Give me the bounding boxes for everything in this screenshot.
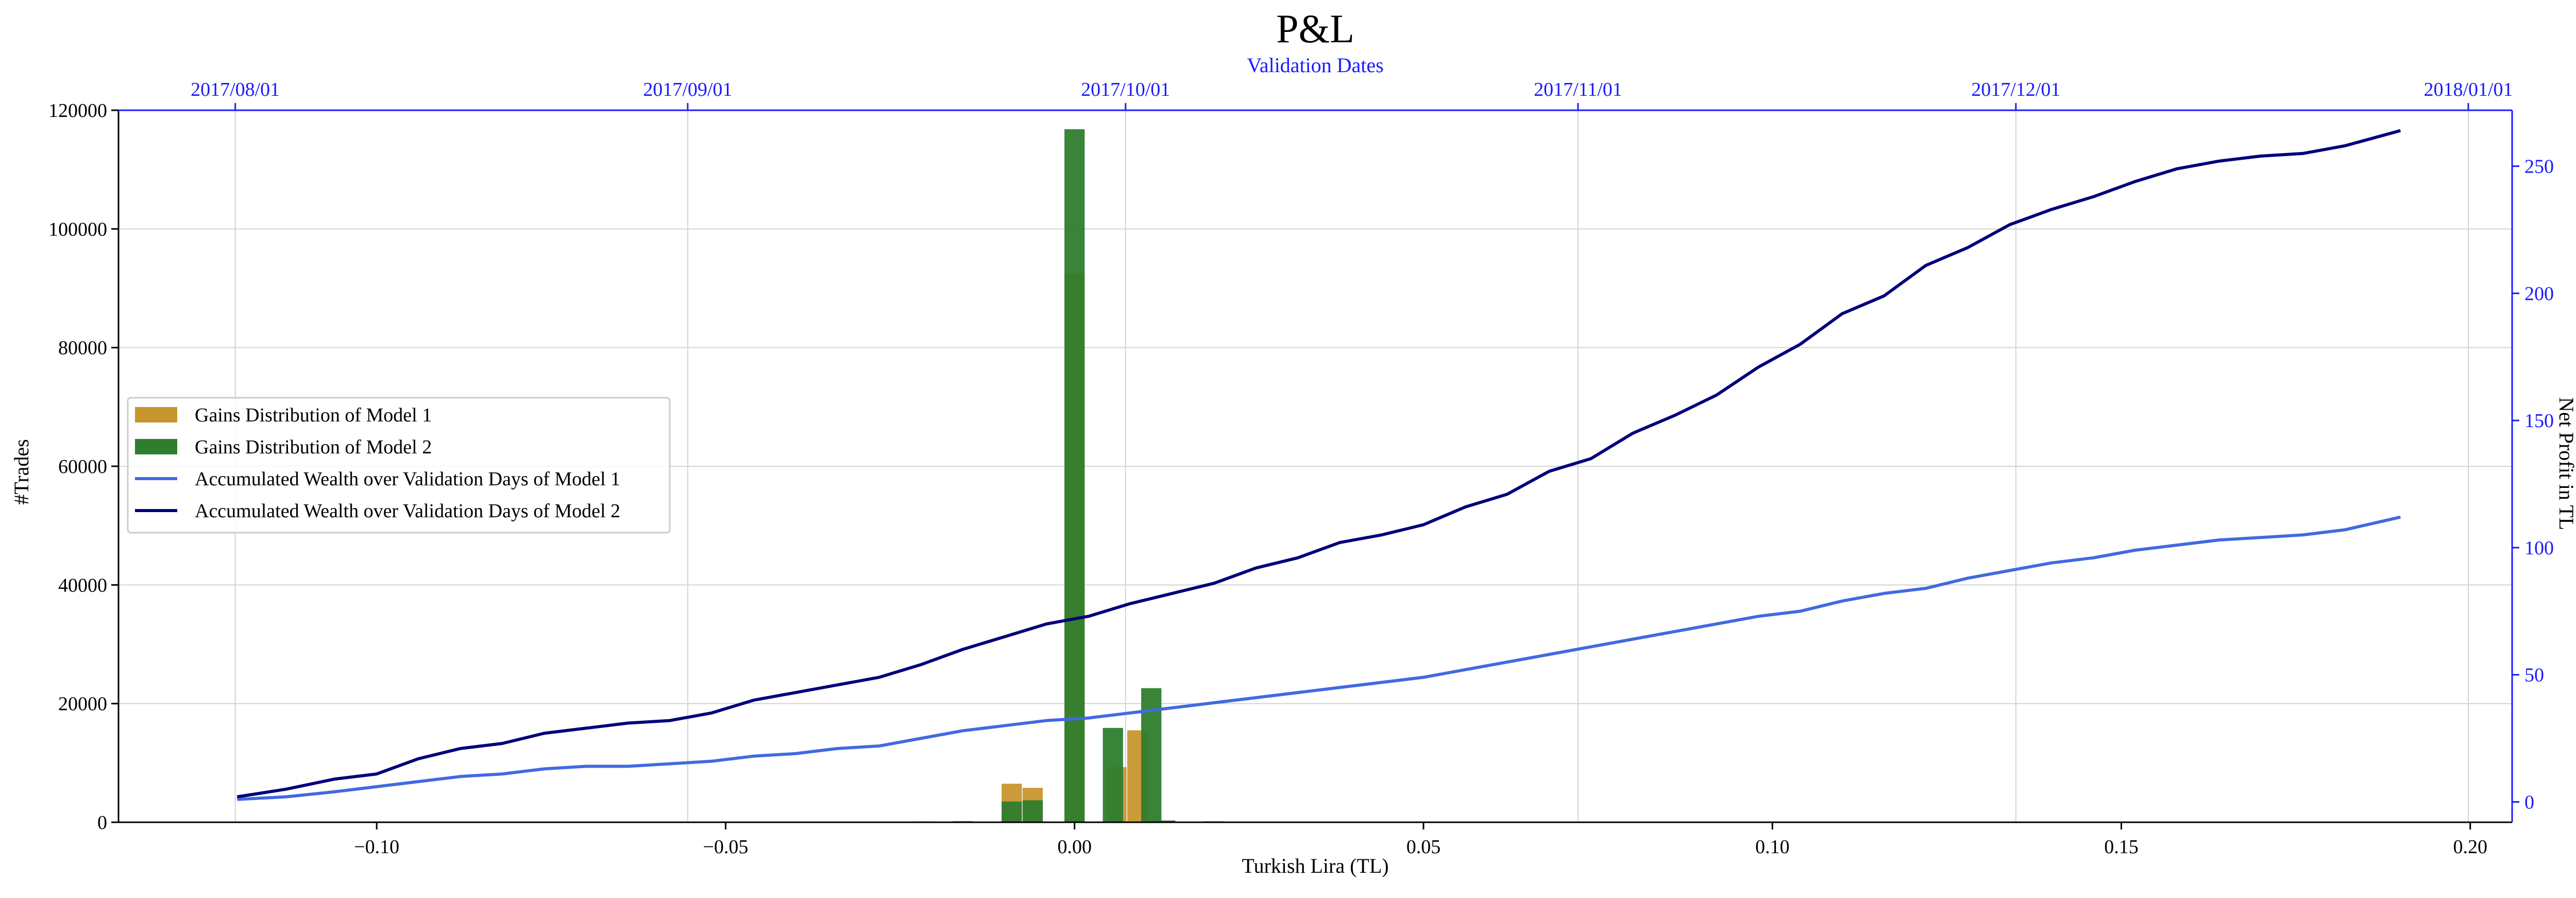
x-tick-label: 0.20 xyxy=(2453,836,2487,858)
legend: Gains Distribution of Model 1 Gains Dist… xyxy=(127,397,671,534)
legend-swatch-model-2-gains xyxy=(135,439,177,454)
top-tick-label: 2017/10/01 xyxy=(1081,79,1170,100)
line-wealth-model-1 xyxy=(237,515,2401,801)
y2-tick-label: 100 xyxy=(2524,537,2554,559)
x-tick-label: 0.10 xyxy=(1755,836,1790,858)
y2-tick-label: 0 xyxy=(2524,792,2534,814)
y2-axis-title: Net Profit in TL xyxy=(2555,397,2576,530)
top-tick-label: 2017/12/01 xyxy=(1971,79,2060,100)
y-tick-label: 20000 xyxy=(58,693,107,715)
legend-label-model-2-wealth: Accumulated Wealth over Validation Days … xyxy=(195,500,620,522)
x-tick-label: −0.10 xyxy=(354,836,399,858)
x-tick-label: 0.15 xyxy=(2104,836,2139,858)
y2-tick-label: 200 xyxy=(2524,283,2554,304)
x-tick-label: 0.05 xyxy=(1406,836,1441,858)
legend-label-model-2-gains: Gains Distribution of Model 2 xyxy=(195,436,432,458)
y-tick-label: 40000 xyxy=(58,574,107,596)
y-tick-label: 120000 xyxy=(48,100,107,122)
top-axis-title: Validation Dates xyxy=(1247,54,1384,77)
y-tick-label: 80000 xyxy=(58,337,107,359)
axes-layer: −0.10 −0.05 0.00 0.05 0.10 0.15 0.20 0 20000 4000… xyxy=(48,79,2554,858)
x-tick-label: 0.00 xyxy=(1057,836,1092,858)
y-tick-label: 0 xyxy=(97,812,107,834)
line-wealth-model-2 xyxy=(236,129,2401,799)
x-axis-title: Turkish Lira (TL) xyxy=(1242,854,1388,877)
y-tick-label: 60000 xyxy=(58,456,107,478)
bar-layer xyxy=(914,129,1225,823)
top-tick-label: 2018/01/01 xyxy=(2424,79,2513,100)
y-axis-title: #Trades xyxy=(10,439,33,504)
bar-model-2 xyxy=(1002,801,1022,822)
bar-model-2 xyxy=(1155,820,1176,822)
top-tick-label: 2017/09/01 xyxy=(643,79,732,100)
top-tick-label: 2017/11/01 xyxy=(1534,79,1622,100)
line-layer xyxy=(236,129,2401,801)
bar-model-2 xyxy=(1103,727,1123,822)
y2-tick-label: 250 xyxy=(2524,156,2554,178)
legend-label-model-1-wealth: Accumulated Wealth over Validation Days … xyxy=(195,468,620,490)
y2-tick-label: 50 xyxy=(2524,665,2544,686)
bar-model-2 xyxy=(1022,800,1043,822)
y-tick-label: 100000 xyxy=(48,218,107,240)
legend-swatch-model-1-gains xyxy=(135,407,177,422)
chart-title: P&L xyxy=(1276,6,1354,51)
bar-model-2 xyxy=(1064,129,1085,823)
y2-tick-label: 150 xyxy=(2524,410,2554,432)
legend-frame xyxy=(127,397,671,534)
legend-label-model-1-gains: Gains Distribution of Model 1 xyxy=(195,404,432,426)
x-tick-label: −0.05 xyxy=(703,836,748,858)
top-tick-label: 2017/08/01 xyxy=(191,79,280,100)
